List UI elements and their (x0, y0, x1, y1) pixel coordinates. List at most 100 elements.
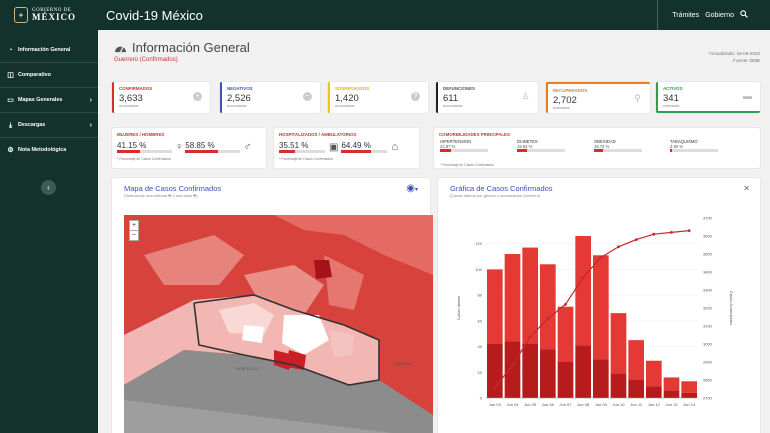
x-tick-label: Jun 06 (542, 402, 555, 407)
gender-footnote: * Porcentaje de Casos Confirmados (117, 157, 171, 161)
comorbidities-label: COMORBILIDADES PRINCIPALES (439, 132, 510, 137)
top-bar: ✦ GOBIERNO DE MÉXICO Covid-19 México Trá… (0, 0, 770, 30)
sidebar-item-comparativo[interactable]: ◫ Comparativo (0, 65, 98, 85)
stat-sub: acumulados (335, 104, 355, 108)
sidebar-item-informacion-general[interactable]: ◔ Información General (0, 40, 98, 60)
stat-card-recuperados[interactable]: RECUPERADOS 2,702 estimados ⚲ (546, 82, 650, 113)
y2-tick-label: 3200 (703, 306, 713, 311)
hospital-icon: ▣ (329, 141, 339, 153)
minus-icon: − (303, 92, 312, 101)
bar-mujeres (646, 386, 662, 398)
chart-panel: Gráfica de Casos Confirmados (Casos diar… (438, 178, 760, 433)
main-content: Información General Guerrero (Confirmado… (98, 30, 770, 433)
nav-tramites[interactable]: Trámites (672, 11, 700, 19)
gear-icon: ⚙ (7, 146, 14, 154)
bar-hombres (610, 313, 627, 374)
y2-tick-label: 2900 (703, 360, 713, 365)
bar-hombres (628, 340, 644, 380)
cases-chart: 0 20 40 60 80 100 120 2700 2800 2900 3000 3100 3200 3… (456, 216, 734, 408)
stat-card-negativos[interactable]: NEGATIVOS 2,526 acumulados − (220, 82, 320, 113)
comorbidity-bar-fill (517, 149, 527, 152)
bar-mujeres (628, 380, 644, 398)
y2-tick-label: 3500 (703, 252, 713, 257)
search-icon[interactable] (740, 10, 748, 18)
hospital-label: HOSPITALIZADOS / AMBULATORIOS (279, 132, 357, 137)
x-tick-label: Jun 11 (630, 402, 642, 407)
zoom-in-button[interactable]: + (130, 222, 138, 231)
stat-card-defunciones[interactable]: DEFUNCIONES 611 acumulados ♙ (436, 82, 538, 113)
stat-value: 2,526 (227, 93, 251, 104)
download-icon: ⤓ (8, 121, 13, 129)
comorbidity-bar (594, 149, 642, 152)
men-pct: 58.85 % (185, 141, 215, 150)
comorbidity-item: TABAQUISMO 4.90 % (670, 139, 718, 152)
monitor-icon: ▭ (7, 96, 14, 104)
zoom-out-button[interactable]: − (131, 232, 137, 239)
sidebar-item-mapas-generales[interactable]: ▭ Mapas Generales › (0, 90, 98, 110)
chevron-down-icon: ▾ (414, 187, 418, 193)
y2-tick-label: 2800 (703, 378, 713, 383)
y2-tick-label: 3300 (703, 288, 713, 293)
amb-bar (341, 150, 388, 153)
stat-card-confirmados[interactable]: CONFIRMADOS 3,633 acumulados + (112, 82, 210, 113)
bar-mujeres (487, 344, 503, 398)
comorbidity-pct: 22.87 % (440, 144, 456, 149)
hospital-card: HOSPITALIZADOS / AMBULATORIOS 35.51 % ▣ … (274, 128, 419, 168)
stat-sub: estimados (553, 106, 570, 110)
map-canvas[interactable]: ACAPULCO OAXACA + − (124, 215, 433, 433)
sidebar-item-descargas[interactable]: ⤓ Descargas › (0, 115, 98, 135)
app-title: Covid-19 México (106, 7, 203, 23)
close-icon[interactable]: ✕ (743, 184, 750, 193)
bar-mujeres (663, 390, 680, 398)
map-hotspot[interactable] (314, 260, 332, 279)
bar-hombres (487, 269, 503, 344)
y-tick-label: 80 (478, 293, 483, 298)
eye-icon[interactable]: ◉▾ (406, 183, 418, 194)
person-icon: ♙ (521, 91, 530, 101)
chart-panel-subtitle: (Casos diarios por género y acumulados G… (450, 193, 541, 198)
comorbidity-pct: 4.90 % (670, 144, 684, 149)
stat-label: ACTIVOS (663, 86, 683, 91)
comorbidity-name: HIPERTENSION (440, 139, 472, 144)
map-label-acapulco: ACAPULCO (236, 366, 258, 371)
choropleth-map[interactable]: ACAPULCO OAXACA (124, 215, 433, 433)
nav-gobierno[interactable]: Gobierno (705, 11, 734, 19)
bar-mujeres (610, 373, 627, 398)
bar-mujeres (522, 344, 538, 398)
women-bar (117, 150, 172, 153)
bar-mujeres (540, 349, 556, 398)
bar-hombres (575, 236, 591, 346)
point-acumulados (670, 231, 673, 234)
chevron-right-icon: › (89, 96, 92, 104)
source-link[interactable]: DGE (750, 58, 760, 64)
divider (0, 62, 98, 63)
y2-axis-label: Casos Acumulados (729, 291, 734, 325)
stat-card-sospechosos[interactable]: SOSPECHOSOS 1,420 acumulados ? (328, 82, 428, 113)
page-subtitle: Guerrero (Confirmados) (114, 57, 178, 63)
comorbidities-footnote: * Porcentaje de Casos Confirmados (440, 163, 494, 167)
comorbidity-bar (517, 149, 565, 152)
stat-value: 611 (443, 93, 459, 104)
question-icon: ? (411, 92, 420, 101)
x-tick-label: Jun 07 (559, 402, 572, 407)
chart-panel-title: Gráfica de Casos Confirmados (450, 184, 553, 193)
sidebar-item-nota-metodologica[interactable]: ⚙ Nota Metodológica (0, 140, 98, 160)
hosp-bar (279, 150, 325, 153)
x-tick-label: Jun 04 (506, 402, 519, 407)
bar-hombres (522, 247, 538, 344)
comorbidities-card: COMORBILIDADES PRINCIPALES HIPERTENSION … (434, 128, 760, 168)
bar-mujeres (593, 359, 609, 398)
women-bar-fill (117, 150, 140, 153)
stat-label: NEGATIVOS (227, 86, 253, 91)
women-pct: 41.15 % (117, 141, 147, 150)
top-nav: Trámites Gobierno (657, 0, 740, 30)
y2-tick-label: 3600 (703, 234, 713, 239)
collapse-sidebar-button[interactable]: ‹ (41, 180, 56, 195)
divider (0, 112, 98, 113)
line-acumulados (494, 230, 690, 388)
stat-card-activos[interactable]: ACTIVOS 341 estimados ▬ (656, 82, 760, 113)
sidebar-item-label: Mapas Generales (18, 97, 63, 103)
stat-sub: acumulados (443, 104, 463, 108)
chart-icon: ◫ (7, 71, 14, 79)
gobierno-logo[interactable]: ✦ GOBIERNO DE MÉXICO (0, 0, 98, 30)
